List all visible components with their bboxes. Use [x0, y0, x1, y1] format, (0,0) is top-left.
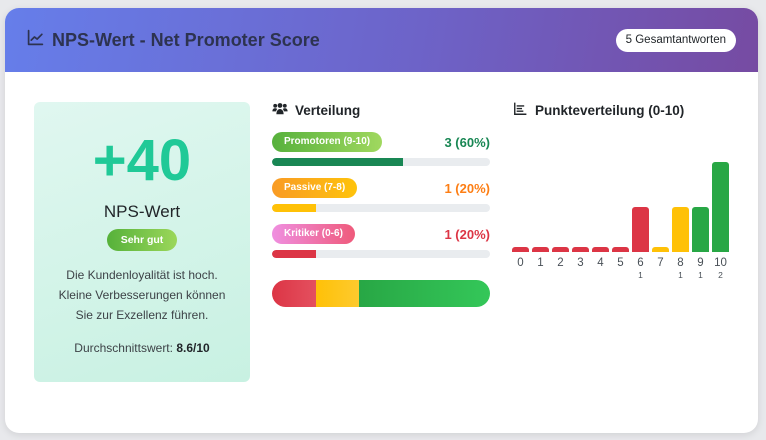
histogram-count-label: 1 — [638, 270, 643, 280]
description-line: Kleine Verbesserungen können — [58, 288, 226, 302]
description-line: Sie zur Exzellenz führen. — [75, 308, 209, 322]
promoters-pill: Promotoren (9-10) — [272, 132, 383, 152]
histogram-bar-fill — [712, 162, 729, 252]
promoters-row: Promotoren (9-10) 3 (60%) — [272, 132, 490, 166]
histogram-score-label: 8 — [677, 257, 684, 269]
average-value: 8.6/10 — [176, 341, 210, 355]
histogram-score-label: 5 — [617, 257, 624, 269]
average-label: Durchschnittswert: — [74, 341, 173, 355]
total-responses-badge: 5 Gesamtantworten — [615, 28, 736, 52]
histogram-bar-1: 1 — [532, 247, 549, 270]
detractors-progress-track — [272, 250, 490, 258]
histogram-bar-10: 10 2 — [712, 162, 729, 280]
line-chart-icon — [27, 29, 44, 51]
histogram-bar-fill — [512, 247, 529, 252]
distribution-title: Verteilung — [272, 100, 490, 120]
histogram-bar-0: 0 — [512, 247, 529, 270]
histogram-score-label: 2 — [557, 257, 564, 269]
description-line: Die Kundenloyalität ist hoch. — [66, 268, 218, 282]
stacked-distribution-bar — [272, 280, 490, 307]
card-header: NPS-Wert - Net Promoter Score 5 Gesamtan… — [5, 8, 758, 72]
histogram-score-label: 0 — [517, 257, 524, 269]
histogram-bar-4: 4 — [592, 247, 609, 270]
nps-score-value: +40 — [92, 128, 192, 193]
promoters-progress-fill — [272, 158, 403, 166]
nps-score-label: NPS-Wert — [103, 202, 181, 221]
promoters-count: 3 (60%) — [444, 134, 490, 150]
histogram-score-label: 3 — [577, 257, 584, 269]
nps-card: NPS-Wert - Net Promoter Score 5 Gesamtan… — [5, 8, 758, 433]
histogram-score-label: 10 — [714, 257, 727, 269]
histogram-score-label: 6 — [637, 257, 644, 269]
histogram-score-label: 7 — [657, 257, 664, 269]
rating-badge: Sehr gut — [106, 229, 178, 251]
histogram-bars: 0 1 2 3 4 5 6 1 7 8 1 9 1 10 2 — [512, 120, 737, 280]
card-title: NPS-Wert - Net Promoter Score — [27, 29, 320, 51]
card-body: +40 NPS-Wert Sehr gut Die Kundenloyalitä… — [5, 72, 758, 433]
detractors-count: 1 (20%) — [444, 226, 490, 242]
histogram-count-label: 1 — [678, 270, 683, 280]
users-icon — [272, 102, 288, 119]
detractors-row: Kritiker (0-6) 1 (20%) — [272, 224, 490, 258]
histogram-title-text: Punkteverteilung (0-10) — [535, 102, 685, 118]
stacked-segment-passives — [315, 280, 360, 307]
histogram-bar-fill — [572, 247, 589, 252]
stacked-segment-promoters — [359, 280, 490, 307]
passives-progress-fill — [272, 204, 316, 212]
average-score: Durchschnittswert: 8.6/10 — [34, 341, 250, 355]
stacked-segment-detractors — [272, 280, 316, 307]
histogram-bar-7: 7 — [652, 247, 669, 270]
passives-row: Passive (7-8) 1 (20%) — [272, 178, 490, 212]
passives-progress-track — [272, 204, 490, 212]
detractors-pill: Kritiker (0-6) — [272, 224, 355, 244]
histogram-score-label: 4 — [597, 257, 604, 269]
histogram-bar-fill — [612, 247, 629, 252]
histogram-bar-fill — [672, 207, 689, 252]
distribution-section: Verteilung Promotoren (9-10) 3 (60%) Pas… — [272, 100, 490, 307]
histogram-bar-fill — [652, 247, 669, 252]
histogram-bar-fill — [692, 207, 709, 252]
histogram-bar-fill — [592, 247, 609, 252]
score-histogram-section: Punkteverteilung (0-10) 0 1 2 3 4 5 6 1 7 8 1 9 1 10 2 — [512, 100, 737, 280]
histogram-bar-fill — [532, 247, 549, 252]
histogram-count-label: 1 — [698, 270, 703, 280]
card-title-text: NPS-Wert - Net Promoter Score — [52, 29, 320, 50]
histogram-score-label: 9 — [697, 257, 704, 269]
histogram-score-label: 1 — [537, 257, 544, 269]
histogram-title: Punkteverteilung (0-10) — [512, 100, 737, 120]
bar-chart-icon — [512, 102, 528, 119]
histogram-count-label: 2 — [718, 270, 723, 280]
detractors-progress-fill — [272, 250, 316, 258]
histogram-bar-5: 5 — [612, 247, 629, 270]
promoters-progress-track — [272, 158, 490, 166]
passives-count: 1 (20%) — [444, 180, 490, 196]
histogram-bar-2: 2 — [552, 247, 569, 270]
histogram-bar-fill — [632, 207, 649, 252]
histogram-bar-3: 3 — [572, 247, 589, 270]
nps-score-panel: +40 NPS-Wert Sehr gut Die Kundenloyalitä… — [34, 102, 250, 382]
nps-description: Die Kundenloyalität ist hoch. Kleine Ver… — [34, 265, 250, 325]
histogram-bar-fill — [552, 247, 569, 252]
passives-pill: Passive (7-8) — [272, 178, 358, 198]
distribution-title-text: Verteilung — [295, 102, 361, 118]
